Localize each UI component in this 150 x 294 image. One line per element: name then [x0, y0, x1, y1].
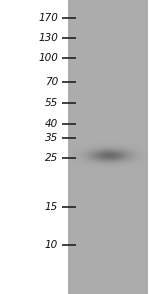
Text: 10: 10	[45, 240, 58, 250]
Text: 130: 130	[38, 33, 58, 43]
Text: 55: 55	[45, 98, 58, 108]
Text: 35: 35	[45, 133, 58, 143]
Text: 70: 70	[45, 77, 58, 87]
Text: 170: 170	[38, 13, 58, 23]
Text: 40: 40	[45, 119, 58, 129]
Text: 15: 15	[45, 202, 58, 212]
Text: 25: 25	[45, 153, 58, 163]
Text: 100: 100	[38, 53, 58, 63]
